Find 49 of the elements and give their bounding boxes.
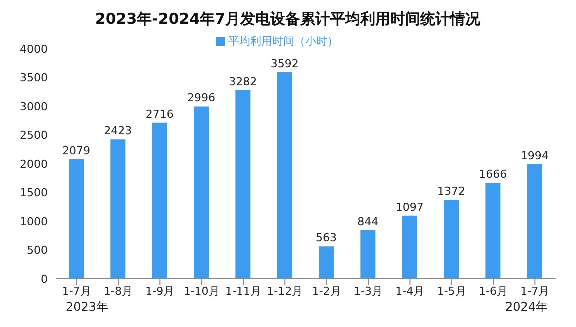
data-label: 2716 (146, 108, 174, 121)
x-tick-label: 1-5月 (437, 284, 466, 298)
x-tick-label: 1-9月 (146, 284, 175, 298)
bar (152, 122, 168, 279)
bar (444, 200, 459, 279)
y-tick-label: 2000 (20, 158, 48, 171)
y-tick-label: 3000 (20, 100, 48, 114)
x-tick-label: 1-7月 (62, 284, 92, 298)
y-tick-label: 1000 (20, 215, 48, 228)
x-tick-label: 1-11月 (226, 284, 262, 298)
data-label: 1372 (438, 185, 466, 198)
data-label: 3282 (229, 75, 258, 88)
data-label: 3592 (270, 57, 299, 70)
y-tick-label: 4000 (20, 42, 48, 56)
x-tick-label: 1-7月 (520, 284, 550, 298)
x-tick-label: 1-6月 (479, 284, 508, 298)
data-label: 2996 (188, 92, 216, 105)
x-tick-label: 1-4月 (396, 284, 425, 298)
x-tick-label: 1-12月 (267, 284, 304, 298)
bar (277, 72, 292, 279)
bar (110, 140, 126, 279)
data-label: 1097 (396, 200, 424, 214)
y-tick-label: 500 (27, 244, 48, 258)
x-tick-label: 1-10月 (184, 284, 220, 298)
y-tick-label: 0 (41, 272, 48, 286)
data-label: 2423 (104, 124, 132, 138)
data-label: 563 (316, 232, 337, 245)
data-label: 1994 (520, 149, 549, 162)
data-label: 1666 (479, 168, 508, 182)
bar (402, 216, 418, 279)
y-tick-label: 2500 (20, 129, 48, 142)
data-label: 844 (358, 215, 379, 228)
bar (69, 159, 84, 279)
bar (360, 230, 376, 279)
bar (486, 183, 501, 279)
bar (194, 106, 209, 279)
bar (319, 246, 334, 279)
y-tick-label: 3500 (20, 72, 48, 85)
legend-label: 平均利用时间（小时） (228, 35, 338, 48)
bar (236, 90, 251, 279)
x-tick-label: 1-3月 (354, 284, 383, 298)
bar (527, 164, 542, 279)
text: 2023年 (66, 299, 109, 316)
data-label: 2079 (62, 144, 90, 158)
text: 2024年 (505, 299, 548, 316)
chart-title: 2023年-2024年7月发电设备累计平均利用时间统计情况 (94, 9, 482, 30)
x-tick-label: 1-8月 (104, 284, 133, 298)
y-tick-label: 1500 (20, 186, 48, 200)
x-tick-label: 1-2月 (312, 284, 342, 298)
